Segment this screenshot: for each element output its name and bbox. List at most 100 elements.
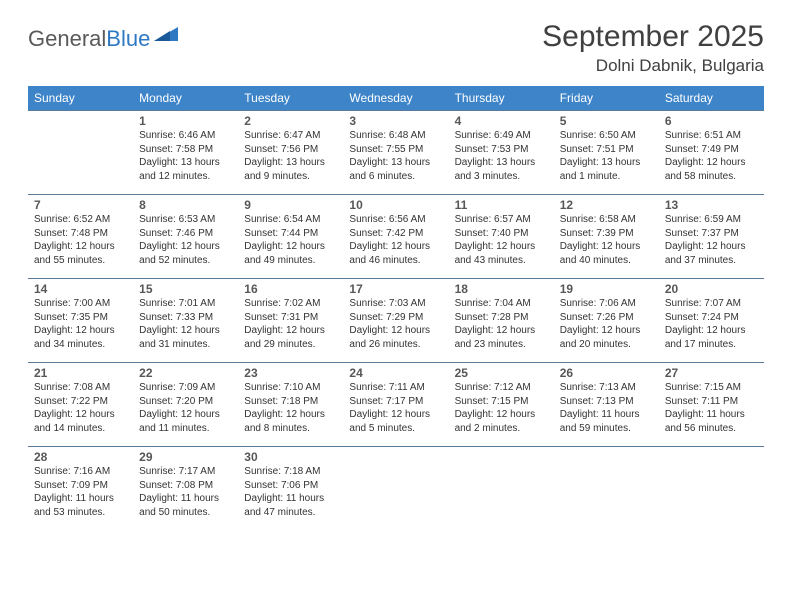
sunset-line: Sunset: 7:51 PM bbox=[560, 143, 653, 157]
sunset-line: Sunset: 7:33 PM bbox=[139, 311, 232, 325]
sunset-line: Sunset: 7:26 PM bbox=[560, 311, 653, 325]
sunrise-line: Sunrise: 7:08 AM bbox=[34, 381, 127, 395]
day-cell: 3Sunrise: 6:48 AMSunset: 7:55 PMDaylight… bbox=[343, 111, 448, 195]
empty-cell bbox=[659, 447, 764, 528]
weekday-header: Saturday bbox=[659, 86, 764, 111]
sunrise-line: Sunrise: 6:57 AM bbox=[455, 213, 548, 227]
daylight-line: Daylight: 11 hours and 53 minutes. bbox=[34, 492, 127, 519]
sunset-line: Sunset: 7:56 PM bbox=[244, 143, 337, 157]
daylight-line: Daylight: 12 hours and 46 minutes. bbox=[349, 240, 442, 267]
day-number: 28 bbox=[34, 450, 127, 464]
day-cell: 14Sunrise: 7:00 AMSunset: 7:35 PMDayligh… bbox=[28, 279, 133, 363]
sunset-line: Sunset: 7:20 PM bbox=[139, 395, 232, 409]
day-cell: 13Sunrise: 6:59 AMSunset: 7:37 PMDayligh… bbox=[659, 195, 764, 279]
day-number: 10 bbox=[349, 198, 442, 212]
weekday-header: Tuesday bbox=[238, 86, 343, 111]
day-number: 30 bbox=[244, 450, 337, 464]
sunset-line: Sunset: 7:48 PM bbox=[34, 227, 127, 241]
location: Dolni Dabnik, Bulgaria bbox=[542, 56, 764, 76]
day-number: 25 bbox=[455, 366, 548, 380]
daylight-line: Daylight: 12 hours and 26 minutes. bbox=[349, 324, 442, 351]
empty-cell bbox=[449, 447, 554, 528]
day-cell: 25Sunrise: 7:12 AMSunset: 7:15 PMDayligh… bbox=[449, 363, 554, 447]
daylight-line: Daylight: 13 hours and 1 minute. bbox=[560, 156, 653, 183]
daylight-line: Daylight: 12 hours and 5 minutes. bbox=[349, 408, 442, 435]
day-number: 20 bbox=[665, 282, 758, 296]
day-number: 22 bbox=[139, 366, 232, 380]
empty-cell bbox=[554, 447, 659, 528]
day-number: 29 bbox=[139, 450, 232, 464]
calendar-row: 14Sunrise: 7:00 AMSunset: 7:35 PMDayligh… bbox=[28, 279, 764, 363]
day-number: 23 bbox=[244, 366, 337, 380]
weekday-row: SundayMondayTuesdayWednesdayThursdayFrid… bbox=[28, 86, 764, 111]
sunset-line: Sunset: 7:40 PM bbox=[455, 227, 548, 241]
sunrise-line: Sunrise: 7:07 AM bbox=[665, 297, 758, 311]
sunset-line: Sunset: 7:46 PM bbox=[139, 227, 232, 241]
day-number: 18 bbox=[455, 282, 548, 296]
day-cell: 18Sunrise: 7:04 AMSunset: 7:28 PMDayligh… bbox=[449, 279, 554, 363]
sunrise-line: Sunrise: 7:01 AM bbox=[139, 297, 232, 311]
header: GeneralBlue September 2025 Dolni Dabnik,… bbox=[28, 20, 764, 76]
daylight-line: Daylight: 11 hours and 56 minutes. bbox=[665, 408, 758, 435]
sunrise-line: Sunrise: 7:15 AM bbox=[665, 381, 758, 395]
day-number: 17 bbox=[349, 282, 442, 296]
daylight-line: Daylight: 12 hours and 2 minutes. bbox=[455, 408, 548, 435]
sunrise-line: Sunrise: 6:50 AM bbox=[560, 129, 653, 143]
daylight-line: Daylight: 12 hours and 11 minutes. bbox=[139, 408, 232, 435]
calendar-row: 28Sunrise: 7:16 AMSunset: 7:09 PMDayligh… bbox=[28, 447, 764, 528]
daylight-line: Daylight: 12 hours and 55 minutes. bbox=[34, 240, 127, 267]
day-cell: 2Sunrise: 6:47 AMSunset: 7:56 PMDaylight… bbox=[238, 111, 343, 195]
day-cell: 17Sunrise: 7:03 AMSunset: 7:29 PMDayligh… bbox=[343, 279, 448, 363]
day-number: 19 bbox=[560, 282, 653, 296]
sunset-line: Sunset: 7:53 PM bbox=[455, 143, 548, 157]
daylight-line: Daylight: 13 hours and 6 minutes. bbox=[349, 156, 442, 183]
daylight-line: Daylight: 12 hours and 14 minutes. bbox=[34, 408, 127, 435]
day-number: 27 bbox=[665, 366, 758, 380]
day-number: 4 bbox=[455, 114, 548, 128]
sunrise-line: Sunrise: 7:04 AM bbox=[455, 297, 548, 311]
daylight-line: Daylight: 12 hours and 58 minutes. bbox=[665, 156, 758, 183]
sunrise-line: Sunrise: 6:59 AM bbox=[665, 213, 758, 227]
daylight-line: Daylight: 13 hours and 3 minutes. bbox=[455, 156, 548, 183]
weekday-header: Wednesday bbox=[343, 86, 448, 111]
day-cell: 16Sunrise: 7:02 AMSunset: 7:31 PMDayligh… bbox=[238, 279, 343, 363]
daylight-line: Daylight: 12 hours and 40 minutes. bbox=[560, 240, 653, 267]
daylight-line: Daylight: 11 hours and 59 minutes. bbox=[560, 408, 653, 435]
sunrise-line: Sunrise: 7:10 AM bbox=[244, 381, 337, 395]
day-number: 16 bbox=[244, 282, 337, 296]
daylight-line: Daylight: 12 hours and 17 minutes. bbox=[665, 324, 758, 351]
day-cell: 30Sunrise: 7:18 AMSunset: 7:06 PMDayligh… bbox=[238, 447, 343, 528]
sunset-line: Sunset: 7:44 PM bbox=[244, 227, 337, 241]
calendar-row: 21Sunrise: 7:08 AMSunset: 7:22 PMDayligh… bbox=[28, 363, 764, 447]
day-number: 8 bbox=[139, 198, 232, 212]
day-number: 7 bbox=[34, 198, 127, 212]
sunrise-line: Sunrise: 6:46 AM bbox=[139, 129, 232, 143]
sunset-line: Sunset: 7:13 PM bbox=[560, 395, 653, 409]
daylight-line: Daylight: 13 hours and 12 minutes. bbox=[139, 156, 232, 183]
sunrise-line: Sunrise: 6:52 AM bbox=[34, 213, 127, 227]
weekday-header: Thursday bbox=[449, 86, 554, 111]
calendar-body: 1Sunrise: 6:46 AMSunset: 7:58 PMDaylight… bbox=[28, 111, 764, 528]
calendar-head: SundayMondayTuesdayWednesdayThursdayFrid… bbox=[28, 86, 764, 111]
day-cell: 9Sunrise: 6:54 AMSunset: 7:44 PMDaylight… bbox=[238, 195, 343, 279]
sunset-line: Sunset: 7:55 PM bbox=[349, 143, 442, 157]
sunrise-line: Sunrise: 7:06 AM bbox=[560, 297, 653, 311]
daylight-line: Daylight: 12 hours and 43 minutes. bbox=[455, 240, 548, 267]
sunrise-line: Sunrise: 6:47 AM bbox=[244, 129, 337, 143]
day-number: 21 bbox=[34, 366, 127, 380]
sunrise-line: Sunrise: 7:02 AM bbox=[244, 297, 337, 311]
sunset-line: Sunset: 7:09 PM bbox=[34, 479, 127, 493]
sunrise-line: Sunrise: 6:51 AM bbox=[665, 129, 758, 143]
sunrise-line: Sunrise: 7:13 AM bbox=[560, 381, 653, 395]
day-number: 2 bbox=[244, 114, 337, 128]
empty-cell bbox=[28, 111, 133, 195]
sunrise-line: Sunrise: 7:18 AM bbox=[244, 465, 337, 479]
sunset-line: Sunset: 7:22 PM bbox=[34, 395, 127, 409]
daylight-line: Daylight: 12 hours and 23 minutes. bbox=[455, 324, 548, 351]
day-cell: 4Sunrise: 6:49 AMSunset: 7:53 PMDaylight… bbox=[449, 111, 554, 195]
daylight-line: Daylight: 12 hours and 20 minutes. bbox=[560, 324, 653, 351]
daylight-line: Daylight: 12 hours and 37 minutes. bbox=[665, 240, 758, 267]
sunset-line: Sunset: 7:18 PM bbox=[244, 395, 337, 409]
day-number: 12 bbox=[560, 198, 653, 212]
sunrise-line: Sunrise: 6:56 AM bbox=[349, 213, 442, 227]
